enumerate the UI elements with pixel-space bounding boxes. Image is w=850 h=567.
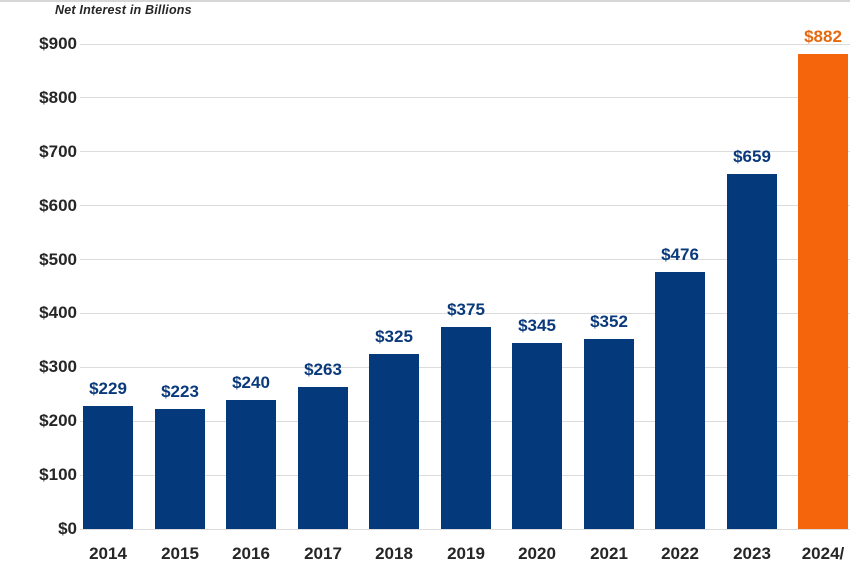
x-tick-label: 2021 (590, 544, 628, 563)
chart-title: Net Interest in Billions (55, 3, 192, 17)
bar-2014 (83, 406, 133, 529)
bar-value-label: $375 (447, 300, 485, 319)
x-tick-label: 2017 (304, 544, 342, 563)
x-tick-label: 2023 (733, 544, 771, 563)
x-tick-label: 2018 (375, 544, 413, 563)
bar-value-label: $882 (804, 27, 842, 46)
y-tick-label: $300 (39, 357, 77, 377)
bar-value-label: $476 (661, 245, 699, 264)
bar-value-label: $659 (733, 147, 771, 166)
gridline (80, 205, 850, 207)
x-tick-label: 2022 (661, 544, 699, 563)
bar-value-label: $352 (590, 312, 628, 331)
bar-2017 (298, 387, 348, 529)
bar-value-label: $240 (232, 373, 270, 392)
y-tick-label: $400 (39, 303, 77, 323)
bar-2015 (155, 409, 205, 529)
bar-value-label: $223 (161, 382, 199, 401)
bar-value-label: $263 (304, 360, 342, 379)
x-tick-label: 2019 (447, 544, 485, 563)
y-tick-label: $600 (39, 195, 77, 215)
bar-2016 (226, 400, 276, 529)
x-tick-label: 2015 (161, 544, 199, 563)
bar-2024 (798, 54, 848, 529)
y-tick-label: $200 (39, 411, 77, 431)
bar-2023 (727, 174, 777, 529)
gridline (80, 151, 850, 153)
gridline (80, 312, 850, 314)
bar-value-label: $229 (89, 379, 127, 398)
gridline (80, 259, 850, 261)
gridline (80, 43, 850, 45)
bar-2018 (369, 354, 419, 529)
bar-2020 (512, 343, 562, 529)
x-tick-label: 2024/ (801, 544, 845, 563)
y-tick-label: $500 (39, 249, 77, 269)
window-top-edge (0, 0, 850, 2)
bar-2022 (655, 272, 705, 529)
bar-value-label: $325 (375, 327, 413, 346)
y-tick-label: $900 (39, 34, 77, 53)
y-tick-label: $700 (39, 141, 77, 161)
x-tick-label: 2016 (232, 544, 270, 563)
x-tick-label: 2020 (518, 544, 556, 563)
y-tick-label: $800 (39, 87, 77, 107)
bar-value-label: $345 (518, 316, 556, 335)
gridline (80, 528, 850, 530)
bar-2021 (584, 339, 634, 529)
x-tick-label: 2014 (89, 544, 127, 563)
y-tick-label: $0 (58, 519, 77, 538)
gridline (80, 97, 850, 99)
y-tick-label: $100 (39, 465, 77, 485)
bar-2019 (441, 327, 491, 529)
